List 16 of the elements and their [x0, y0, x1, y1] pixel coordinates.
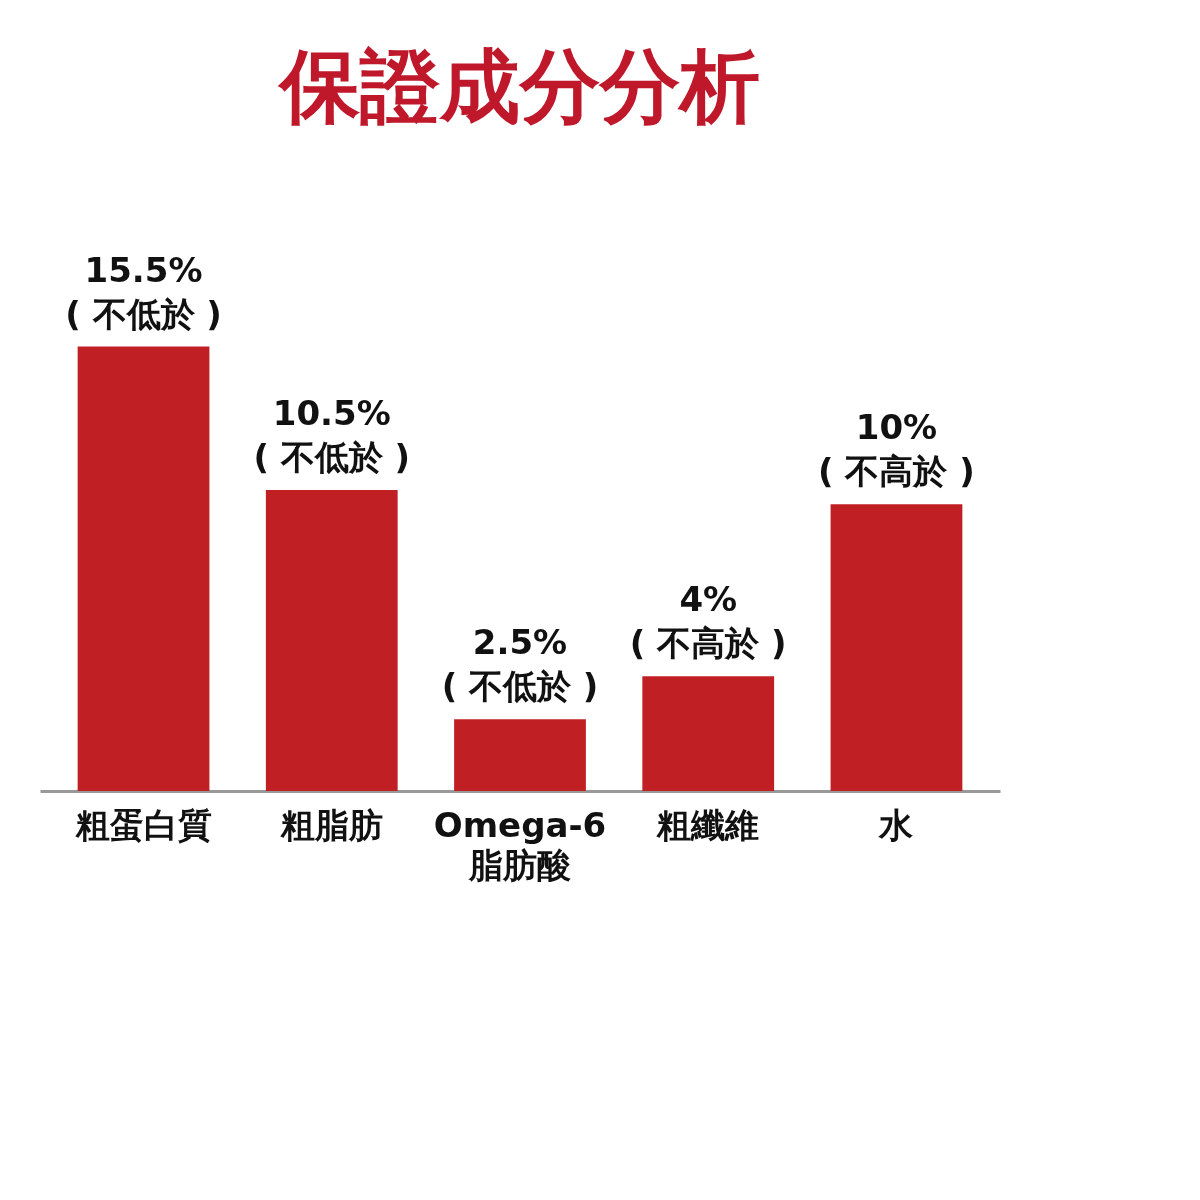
- x-tick-label: 水: [878, 804, 914, 845]
- bar: [265, 489, 398, 791]
- bar: [77, 346, 210, 791]
- x-tick-label: 粗脂肪: [279, 804, 383, 845]
- data-label: 2.5% ( 不低於 ): [441, 622, 599, 707]
- data-label: 10.5% ( 不低於 ): [253, 392, 411, 477]
- data-label: 15.5% ( 不低於 ): [65, 249, 222, 334]
- bar: [642, 676, 775, 791]
- x-tick-label: 粗纖維: [656, 804, 760, 845]
- bar: [454, 719, 586, 791]
- x-tick-label: Omega-6 脂肪酸: [433, 804, 607, 885]
- data-label: 10% ( 不高於 ): [818, 407, 975, 492]
- chart-title: 保證成分分析: [277, 40, 760, 133]
- bar: [830, 504, 963, 791]
- data-label: 4% ( 不高於 ): [629, 579, 787, 664]
- x-tick-label: 粗蛋白質: [74, 804, 212, 845]
